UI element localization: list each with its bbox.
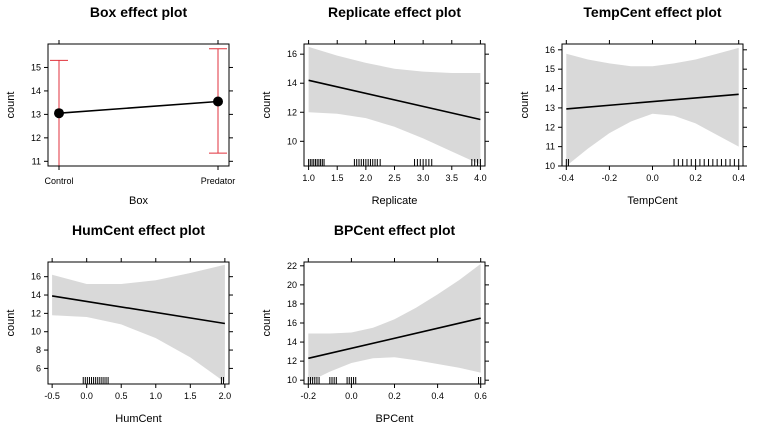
tempcent-xtick-label: 0.0 bbox=[646, 173, 659, 183]
tempcent-effect-line bbox=[566, 93, 739, 110]
replicate-effect-line bbox=[308, 79, 481, 121]
humcent-xtick-label: 0.5 bbox=[115, 391, 128, 401]
replicate-rug bbox=[308, 159, 481, 166]
bpcent-ytick-label: 20 bbox=[287, 280, 297, 290]
replicate-xtick-label: 1.0 bbox=[302, 173, 315, 183]
humcent-panel-title: HumCent effect plot bbox=[72, 222, 205, 238]
box-ytick-label: 11 bbox=[32, 156, 41, 166]
bpcent-ytick-label: 16 bbox=[287, 318, 297, 328]
box-xtick-label: Predator bbox=[201, 176, 236, 186]
box-y-axis-label: count bbox=[5, 92, 17, 119]
bpcent-ytick-label: 22 bbox=[287, 261, 297, 271]
tempcent-rug bbox=[565, 159, 740, 166]
replicate-ytick-label: 10 bbox=[287, 136, 297, 146]
humcent-plot-frame bbox=[47, 261, 230, 385]
humcent-ytick-label: 14 bbox=[31, 290, 41, 300]
humcent-xtick-label: 0.0 bbox=[80, 391, 93, 401]
tempcent-ytick-label: 15 bbox=[545, 64, 555, 74]
tempcent-ytick-label: 13 bbox=[545, 103, 555, 113]
box-point-control bbox=[54, 108, 64, 119]
bpcent-xtick-label: 0.2 bbox=[388, 391, 401, 401]
replicate-effect-panel: Replicate effect plot 10 12 14 16 1.0 1.5 2.0 2.… bbox=[261, 4, 489, 207]
humcent-xtick-label: 1.5 bbox=[184, 391, 197, 401]
humcent-ytick-label: 10 bbox=[31, 327, 41, 337]
tempcent-ytick-label: 11 bbox=[546, 142, 555, 152]
replicate-xtick-label: 4.0 bbox=[474, 173, 487, 183]
bpcent-xtick-label: 0.0 bbox=[345, 391, 358, 401]
tempcent-xtick-label: 0.2 bbox=[689, 173, 702, 183]
replicate-xtick-label: 3.5 bbox=[446, 173, 459, 183]
replicate-xtick-label: 3.0 bbox=[417, 173, 430, 183]
replicate-panel-title: Replicate effect plot bbox=[328, 4, 461, 20]
replicate-x-axis-label: Replicate bbox=[372, 195, 418, 207]
humcent-ytick-label: 8 bbox=[36, 345, 41, 355]
replicate-ytick-label: 14 bbox=[287, 78, 297, 88]
box-ytick-label: 12 bbox=[31, 133, 41, 143]
humcent-xtick-label: 2.0 bbox=[219, 391, 232, 401]
bpcent-x-axis-label: BPCent bbox=[376, 413, 414, 425]
tempcent-x-axis-label: TempCent bbox=[627, 195, 677, 207]
humcent-ytick-label: 12 bbox=[31, 308, 41, 318]
box-ytick-label: 15 bbox=[31, 62, 41, 72]
tempcent-ytick-label: 12 bbox=[545, 122, 555, 132]
bpcent-xtick-label: 0.6 bbox=[474, 391, 487, 401]
tempcent-effect-panel: TempCent effect plot 10 11 12 13 14 15 16 -0.4 -0… bbox=[519, 4, 747, 207]
bpcent-effect-panel: BPCent effect plot 10 12 14 16 18 20 22 -0.2 0.0 0… bbox=[261, 222, 489, 425]
humcent-y-axis-label: count bbox=[5, 310, 17, 337]
tempcent-xtick-label: -0.2 bbox=[602, 173, 618, 183]
box-plot-frame bbox=[47, 43, 230, 167]
humcent-ytick-label: 6 bbox=[36, 363, 41, 373]
tempcent-panel-title: TempCent effect plot bbox=[583, 4, 722, 20]
bpcent-confidence-band bbox=[308, 263, 481, 383]
humcent-rug bbox=[82, 377, 224, 384]
box-ytick-label: 14 bbox=[31, 86, 41, 96]
tempcent-confidence-band bbox=[566, 47, 739, 166]
replicate-ytick-label: 12 bbox=[287, 107, 297, 117]
humcent-confidence-band bbox=[52, 264, 225, 383]
bpcent-panel-title: BPCent effect plot bbox=[334, 222, 456, 238]
tempcent-xtick-label: 0.4 bbox=[732, 173, 745, 183]
replicate-xtick-label: 2.0 bbox=[360, 173, 373, 183]
box-point-predator bbox=[213, 96, 223, 107]
tempcent-xtick-label: -0.4 bbox=[559, 173, 575, 183]
replicate-xtick-label: 2.5 bbox=[388, 173, 401, 183]
tempcent-y-axis-label: count bbox=[519, 92, 531, 119]
replicate-y-axis-label: count bbox=[261, 92, 273, 119]
bpcent-effect-line bbox=[308, 317, 481, 360]
bpcent-xtick-label: -0.2 bbox=[301, 391, 317, 401]
bpcent-ytick-label: 10 bbox=[287, 375, 297, 385]
tempcent-ytick-label: 16 bbox=[545, 45, 555, 55]
box-effect-line bbox=[58, 100, 219, 114]
replicate-ytick-label: 16 bbox=[287, 49, 297, 59]
bpcent-ytick-label: 12 bbox=[287, 356, 297, 366]
box-panel-title: Box effect plot bbox=[90, 4, 188, 20]
tempcent-ytick-label: 10 bbox=[545, 161, 555, 171]
replicate-confidence-band bbox=[308, 46, 481, 165]
bpcent-y-axis-label: count bbox=[261, 310, 273, 337]
humcent-x-axis-label: HumCent bbox=[115, 413, 161, 425]
bpcent-xtick-label: 0.4 bbox=[431, 391, 444, 401]
humcent-ytick-label: 16 bbox=[31, 272, 41, 282]
bpcent-ytick-label: 18 bbox=[287, 299, 297, 309]
box-ytick-label: 13 bbox=[31, 109, 41, 119]
tempcent-ytick-label: 14 bbox=[545, 84, 555, 94]
humcent-xtick-label: -0.5 bbox=[44, 391, 60, 401]
humcent-effect-line bbox=[51, 295, 226, 325]
box-x-axis-label: Box bbox=[129, 195, 148, 207]
box-effect-panel: Box effect plot 11 12 13 14 15 Control Predator… bbox=[5, 4, 235, 207]
bpcent-rug bbox=[307, 377, 482, 384]
replicate-xtick-label: 1.5 bbox=[331, 173, 344, 183]
bpcent-ytick-label: 14 bbox=[287, 337, 297, 347]
humcent-effect-panel: HumCent effect plot 6 8 10 12 14 16 -0.5 0.0 0.5 1… bbox=[5, 222, 233, 425]
humcent-xtick-label: 1.0 bbox=[150, 391, 163, 401]
box-xtick-label: Control bbox=[44, 176, 73, 186]
